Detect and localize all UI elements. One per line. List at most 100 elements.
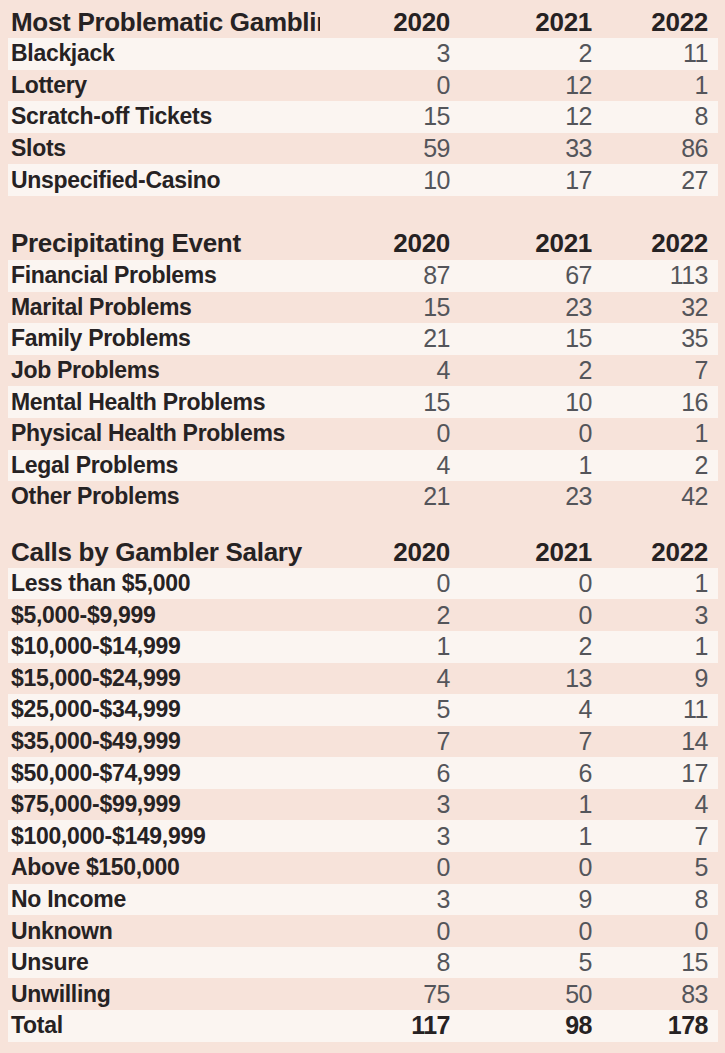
row-label: Financial Problems	[8, 262, 320, 289]
value-2020: 6	[320, 759, 460, 788]
row-label: Unsure	[8, 949, 320, 976]
value-2022: 178	[602, 1011, 718, 1040]
table-precipitating-event: Precipitating Event 2020 2021 2022 Finan…	[8, 228, 718, 513]
table-row: Unwilling 75 50 83	[8, 978, 718, 1010]
value-2020: 3	[320, 822, 460, 851]
table-row: $25,000-$34,999 5 4 11	[8, 694, 718, 726]
value-2022: 42	[602, 482, 718, 511]
value-2022: 5	[602, 853, 718, 882]
table-row: $5,000-$9,999 2 0 3	[8, 599, 718, 631]
value-2022: 4	[602, 790, 718, 819]
value-2022: 0	[602, 917, 718, 946]
value-2021: 0	[460, 601, 602, 630]
table-row: $15,000-$24,999 4 13 9	[8, 663, 718, 695]
row-label: Total	[8, 1012, 320, 1039]
table-row: Physical Health Problems 0 0 1	[8, 418, 718, 450]
row-label: Family Problems	[8, 325, 320, 352]
table-row: $35,000-$49,999 7 7 14	[8, 726, 718, 758]
value-2021: 2	[460, 632, 602, 661]
year-column-header-2020: 2020	[320, 7, 460, 38]
value-2020: 3	[320, 790, 460, 819]
row-label: Physical Health Problems	[8, 420, 320, 447]
value-2020: 15	[320, 102, 460, 131]
year-column-header-2020: 2020	[320, 228, 460, 259]
table-row-total: Total 117 98 178	[8, 1010, 718, 1042]
value-2021: 12	[460, 102, 602, 131]
row-label: $75,000-$99,999	[8, 791, 320, 818]
value-2021: 4	[460, 695, 602, 724]
year-column-header-2021: 2021	[460, 228, 602, 259]
row-label: Unspecified-Casino	[8, 167, 320, 194]
table-row: Marital Problems 15 23 32	[8, 292, 718, 324]
value-2020: 75	[320, 980, 460, 1009]
value-2022: 2	[602, 451, 718, 480]
row-label: Legal Problems	[8, 452, 320, 479]
table-row: Blackjack 3 2 11	[8, 38, 718, 70]
table-row: Lottery 0 12 1	[8, 70, 718, 102]
table-row: $75,000-$99,999 3 1 4	[8, 789, 718, 821]
value-2020: 15	[320, 293, 460, 322]
year-column-header-2022: 2022	[602, 7, 718, 38]
value-2022: 1	[602, 419, 718, 448]
value-2022: 1	[602, 71, 718, 100]
year-column-header-2022: 2022	[602, 537, 718, 568]
table-row: Slots 59 33 86	[8, 133, 718, 165]
value-2021: 12	[460, 71, 602, 100]
value-2021: 5	[460, 948, 602, 977]
value-2022: 14	[602, 727, 718, 756]
table-row: Family Problems 21 15 35	[8, 323, 718, 355]
value-2020: 117	[320, 1011, 460, 1040]
value-2020: 8	[320, 948, 460, 977]
value-2022: 7	[602, 356, 718, 385]
value-2022: 3	[602, 601, 718, 630]
value-2020: 0	[320, 569, 460, 598]
value-2021: 9	[460, 885, 602, 914]
table-title: Precipitating Event	[8, 228, 320, 259]
value-2022: 86	[602, 134, 718, 163]
value-2022: 1	[602, 569, 718, 598]
table-row: Other Problems 21 23 42	[8, 481, 718, 513]
table-calls-by-gambler-salary: Calls by Gambler Salary 2020 2021 2022 L…	[8, 537, 718, 1042]
value-2020: 15	[320, 388, 460, 417]
row-label: Less than $5,000	[8, 570, 320, 597]
table-row: Scratch-off Tickets 15 12 8	[8, 101, 718, 133]
value-2020: 4	[320, 451, 460, 480]
value-2021: 15	[460, 324, 602, 353]
row-label: Lottery	[8, 72, 320, 99]
value-2020: 2	[320, 601, 460, 630]
value-2020: 1	[320, 632, 460, 661]
value-2021: 33	[460, 134, 602, 163]
value-2020: 0	[320, 853, 460, 882]
value-2022: 1	[602, 632, 718, 661]
value-2022: 11	[602, 695, 718, 724]
value-2022: 11	[602, 39, 718, 68]
value-2020: 4	[320, 664, 460, 693]
row-label: $25,000-$34,999	[8, 696, 320, 723]
value-2021: 98	[460, 1011, 602, 1040]
row-label: Slots	[8, 135, 320, 162]
value-2020: 10	[320, 166, 460, 195]
table-row: $50,000-$74,999 6 6 17	[8, 757, 718, 789]
table-spacer	[8, 196, 718, 228]
row-label: Job Problems	[8, 357, 320, 384]
value-2022: 9	[602, 664, 718, 693]
value-2021: 23	[460, 482, 602, 511]
table-row: Unsure 8 5 15	[8, 947, 718, 979]
year-column-header-2020: 2020	[320, 537, 460, 568]
table-row: Unknown 0 0 0	[8, 915, 718, 947]
value-2022: 16	[602, 388, 718, 417]
value-2021: 50	[460, 980, 602, 1009]
value-2021: 1	[460, 451, 602, 480]
value-2021: 0	[460, 853, 602, 882]
table-row: Less than $5,000 0 0 1	[8, 568, 718, 600]
value-2022: 32	[602, 293, 718, 322]
value-2020: 3	[320, 885, 460, 914]
value-2020: 87	[320, 261, 460, 290]
value-2022: 7	[602, 822, 718, 851]
value-2020: 3	[320, 39, 460, 68]
row-label: Marital Problems	[8, 294, 320, 321]
value-2021: 2	[460, 356, 602, 385]
value-2020: 0	[320, 917, 460, 946]
row-label: $5,000-$9,999	[8, 602, 320, 629]
value-2022: 83	[602, 980, 718, 1009]
